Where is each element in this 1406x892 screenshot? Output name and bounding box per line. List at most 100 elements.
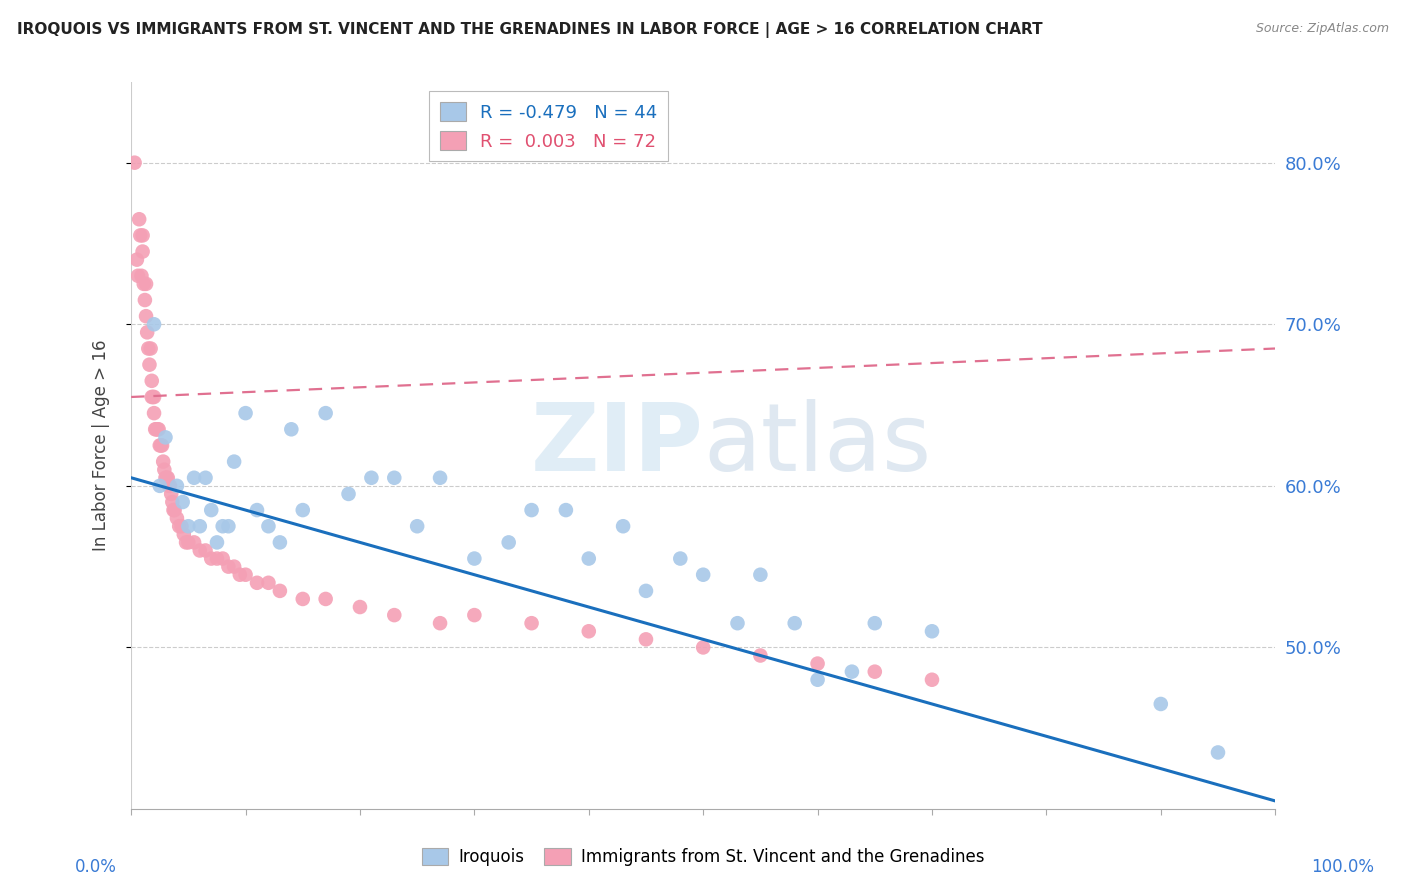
Point: [129, 228, 152, 243]
Point: [143, 406, 166, 420]
Point: [235, 567, 257, 582]
Point: [1150, 697, 1173, 711]
Point: [166, 479, 188, 493]
Point: [188, 519, 211, 533]
Point: [205, 551, 228, 566]
Point: [727, 616, 749, 631]
Point: [152, 455, 174, 469]
Point: [141, 390, 163, 404]
Point: [160, 487, 183, 501]
Point: [463, 608, 485, 623]
Point: [183, 471, 205, 485]
Point: [498, 535, 520, 549]
Point: [921, 624, 943, 639]
Point: [612, 519, 634, 533]
Point: [200, 503, 222, 517]
Point: [921, 673, 943, 687]
Point: [315, 406, 337, 420]
Point: [139, 342, 162, 356]
Point: [429, 616, 451, 631]
Point: [337, 487, 360, 501]
Point: [200, 551, 222, 566]
Point: [156, 471, 179, 485]
Point: [291, 591, 314, 606]
Point: [124, 155, 146, 169]
Point: [194, 543, 217, 558]
Point: [166, 511, 188, 525]
Point: [520, 503, 543, 517]
Point: [863, 616, 886, 631]
Point: [149, 438, 172, 452]
Point: [578, 624, 600, 639]
Point: [692, 567, 714, 582]
Point: [177, 519, 200, 533]
Point: [578, 551, 600, 566]
Point: [148, 422, 170, 436]
Point: [463, 551, 485, 566]
Point: [360, 471, 382, 485]
Point: [235, 406, 257, 420]
Point: [149, 438, 172, 452]
Point: [315, 591, 337, 606]
Point: [217, 559, 239, 574]
Point: [211, 519, 233, 533]
Point: [143, 318, 166, 332]
Legend: R = -0.479   N = 44, R =  0.003   N = 72: R = -0.479 N = 44, R = 0.003 N = 72: [429, 91, 668, 161]
Point: [382, 608, 405, 623]
Point: [229, 567, 252, 582]
Point: [520, 616, 543, 631]
Point: [291, 503, 314, 517]
Point: [142, 390, 165, 404]
Point: [131, 228, 153, 243]
Text: ZIP: ZIP: [530, 400, 703, 491]
Point: [135, 309, 157, 323]
Point: [127, 268, 149, 283]
Point: [132, 277, 155, 291]
Point: [183, 535, 205, 549]
Point: [634, 632, 657, 647]
Point: [125, 252, 148, 267]
Point: [153, 463, 176, 477]
Point: [131, 268, 153, 283]
Point: [145, 422, 167, 436]
Point: [156, 471, 179, 485]
Point: [135, 277, 157, 291]
Point: [211, 551, 233, 566]
Text: 0.0%: 0.0%: [75, 858, 117, 876]
Point: [280, 422, 302, 436]
Point: [749, 567, 772, 582]
Text: atlas: atlas: [703, 400, 931, 491]
Point: [157, 479, 180, 493]
Point: [806, 673, 828, 687]
Y-axis label: In Labor Force | Age > 16: In Labor Force | Age > 16: [93, 340, 110, 551]
Point: [224, 455, 246, 469]
Point: [1206, 746, 1229, 760]
Text: Source: ZipAtlas.com: Source: ZipAtlas.com: [1256, 22, 1389, 36]
Point: [174, 535, 197, 549]
Point: [170, 519, 193, 533]
Point: [188, 543, 211, 558]
Point: [172, 495, 194, 509]
Point: [177, 535, 200, 549]
Point: [136, 326, 159, 340]
Point: [136, 342, 159, 356]
Point: [841, 665, 863, 679]
Point: [783, 616, 806, 631]
Point: [143, 422, 166, 436]
Point: [692, 640, 714, 655]
Point: [149, 479, 172, 493]
Legend: Iroquois, Immigrants from St. Vincent and the Grenadines: Iroquois, Immigrants from St. Vincent an…: [415, 841, 991, 873]
Point: [806, 657, 828, 671]
Point: [349, 600, 371, 615]
Point: [162, 495, 184, 509]
Point: [205, 535, 228, 549]
Point: [382, 471, 405, 485]
Point: [669, 551, 692, 566]
Point: [257, 575, 280, 590]
Point: [554, 503, 576, 517]
Point: [194, 471, 217, 485]
Point: [128, 212, 150, 227]
Point: [217, 519, 239, 533]
Text: IROQUOIS VS IMMIGRANTS FROM ST. VINCENT AND THE GRENADINES IN LABOR FORCE | AGE : IROQUOIS VS IMMIGRANTS FROM ST. VINCENT …: [17, 22, 1042, 38]
Point: [159, 479, 181, 493]
